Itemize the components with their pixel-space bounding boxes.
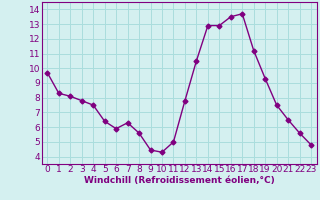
X-axis label: Windchill (Refroidissement éolien,°C): Windchill (Refroidissement éolien,°C) <box>84 176 275 185</box>
